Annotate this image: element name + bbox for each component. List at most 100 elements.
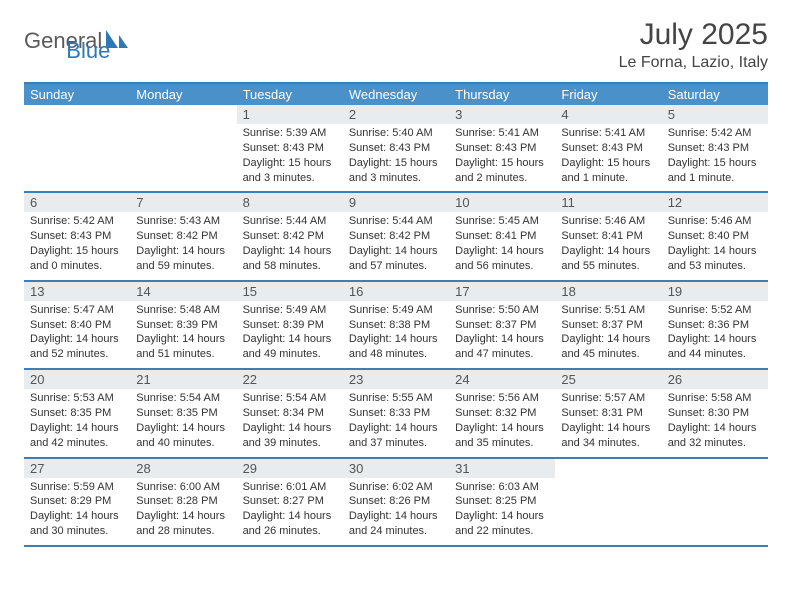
day-cell: 14Sunrise: 5:48 AMSunset: 8:39 PMDayligh… [130,282,236,368]
sunrise-line: Sunrise: 5:47 AM [30,303,124,318]
week-row: 20Sunrise: 5:53 AMSunset: 8:35 PMDayligh… [24,370,768,458]
day-number: 12 [662,193,768,212]
day-cell: 31Sunrise: 6:03 AMSunset: 8:25 PMDayligh… [449,459,555,545]
title-block: July 2025 Le Forna, Lazio, Italy [619,18,768,72]
sunset-line: Sunset: 8:31 PM [561,406,655,421]
sunset-line: Sunset: 8:36 PM [668,318,762,333]
daylight-line: Daylight: 14 hours and 49 minutes. [243,332,337,362]
day-number: 3 [449,105,555,124]
day-cell: 5Sunrise: 5:42 AMSunset: 8:43 PMDaylight… [662,105,768,191]
day-cell: 21Sunrise: 5:54 AMSunset: 8:35 PMDayligh… [130,370,236,456]
daylight-line: Daylight: 14 hours and 22 minutes. [455,509,549,539]
daylight-line: Daylight: 15 hours and 0 minutes. [30,244,124,274]
sunrise-line: Sunrise: 6:02 AM [349,480,443,495]
daylight-line: Daylight: 14 hours and 42 minutes. [30,421,124,451]
sunrise-line: Sunrise: 5:51 AM [561,303,655,318]
sunset-line: Sunset: 8:43 PM [243,141,337,156]
sunrise-line: Sunrise: 6:01 AM [243,480,337,495]
daylight-line: Daylight: 14 hours and 53 minutes. [668,244,762,274]
sunset-line: Sunset: 8:43 PM [30,229,124,244]
sunset-line: Sunset: 8:27 PM [243,494,337,509]
day-cell: 26Sunrise: 5:58 AMSunset: 8:30 PMDayligh… [662,370,768,456]
daylight-line: Daylight: 14 hours and 30 minutes. [30,509,124,539]
day-body: Sunrise: 5:51 AMSunset: 8:37 PMDaylight:… [555,301,661,368]
sunset-line: Sunset: 8:41 PM [455,229,549,244]
day-number: 13 [24,282,130,301]
sunset-line: Sunset: 8:42 PM [243,229,337,244]
day-cell: . [662,459,768,545]
day-body: Sunrise: 5:54 AMSunset: 8:35 PMDaylight:… [130,389,236,456]
day-cell: 2Sunrise: 5:40 AMSunset: 8:43 PMDaylight… [343,105,449,191]
day-cell: 25Sunrise: 5:57 AMSunset: 8:31 PMDayligh… [555,370,661,456]
sunrise-line: Sunrise: 5:50 AM [455,303,549,318]
day-body: Sunrise: 5:49 AMSunset: 8:38 PMDaylight:… [343,301,449,368]
day-number: 26 [662,370,768,389]
day-cell: 7Sunrise: 5:43 AMSunset: 8:42 PMDaylight… [130,193,236,279]
day-number: 20 [24,370,130,389]
day-cell: 23Sunrise: 5:55 AMSunset: 8:33 PMDayligh… [343,370,449,456]
day-cell: 10Sunrise: 5:45 AMSunset: 8:41 PMDayligh… [449,193,555,279]
daylight-line: Daylight: 15 hours and 3 minutes. [243,156,337,186]
sunset-line: Sunset: 8:30 PM [668,406,762,421]
day-body: Sunrise: 5:44 AMSunset: 8:42 PMDaylight:… [237,212,343,279]
day-body: Sunrise: 5:43 AMSunset: 8:42 PMDaylight:… [130,212,236,279]
sunrise-line: Sunrise: 5:42 AM [30,214,124,229]
day-cell: 18Sunrise: 5:51 AMSunset: 8:37 PMDayligh… [555,282,661,368]
sunrise-line: Sunrise: 5:40 AM [349,126,443,141]
day-cell: 30Sunrise: 6:02 AMSunset: 8:26 PMDayligh… [343,459,449,545]
daylight-line: Daylight: 14 hours and 48 minutes. [349,332,443,362]
week-row: 27Sunrise: 5:59 AMSunset: 8:29 PMDayligh… [24,459,768,547]
day-cell: 16Sunrise: 5:49 AMSunset: 8:38 PMDayligh… [343,282,449,368]
day-body: Sunrise: 5:40 AMSunset: 8:43 PMDaylight:… [343,124,449,191]
daylight-line: Daylight: 15 hours and 2 minutes. [455,156,549,186]
day-number: 22 [237,370,343,389]
sunrise-line: Sunrise: 5:53 AM [30,391,124,406]
sunset-line: Sunset: 8:34 PM [243,406,337,421]
daylight-line: Daylight: 14 hours and 40 minutes. [136,421,230,451]
sunrise-line: Sunrise: 5:49 AM [349,303,443,318]
day-number: 16 [343,282,449,301]
day-number: 30 [343,459,449,478]
sunset-line: Sunset: 8:37 PM [455,318,549,333]
sunrise-line: Sunrise: 5:56 AM [455,391,549,406]
day-body: Sunrise: 5:49 AMSunset: 8:39 PMDaylight:… [237,301,343,368]
day-number: 2 [343,105,449,124]
day-body: Sunrise: 5:59 AMSunset: 8:29 PMDaylight:… [24,478,130,545]
daylight-line: Daylight: 14 hours and 45 minutes. [561,332,655,362]
sunrise-line: Sunrise: 5:48 AM [136,303,230,318]
sunrise-line: Sunrise: 5:58 AM [668,391,762,406]
day-number: 5 [662,105,768,124]
sunrise-line: Sunrise: 5:55 AM [349,391,443,406]
day-number: 21 [130,370,236,389]
sunset-line: Sunset: 8:41 PM [561,229,655,244]
sunset-line: Sunset: 8:26 PM [349,494,443,509]
day-number: 8 [237,193,343,212]
day-cell: 6Sunrise: 5:42 AMSunset: 8:43 PMDaylight… [24,193,130,279]
sunrise-line: Sunrise: 5:52 AM [668,303,762,318]
day-cell: 13Sunrise: 5:47 AMSunset: 8:40 PMDayligh… [24,282,130,368]
day-number: 11 [555,193,661,212]
dow-cell: Saturday [662,84,768,105]
month-title: July 2025 [619,18,768,52]
sunset-line: Sunset: 8:33 PM [349,406,443,421]
day-body: Sunrise: 5:42 AMSunset: 8:43 PMDaylight:… [24,212,130,279]
daylight-line: Daylight: 14 hours and 28 minutes. [136,509,230,539]
day-cell: 22Sunrise: 5:54 AMSunset: 8:34 PMDayligh… [237,370,343,456]
sunset-line: Sunset: 8:35 PM [136,406,230,421]
sunset-line: Sunset: 8:32 PM [455,406,549,421]
sunrise-line: Sunrise: 5:49 AM [243,303,337,318]
dow-cell: Sunday [24,84,130,105]
daylight-line: Daylight: 14 hours and 34 minutes. [561,421,655,451]
brand-name-b: Blue [66,38,110,63]
daylight-line: Daylight: 14 hours and 57 minutes. [349,244,443,274]
day-number: 25 [555,370,661,389]
day-cell: . [24,105,130,191]
day-number: 24 [449,370,555,389]
sunset-line: Sunset: 8:42 PM [349,229,443,244]
sunset-line: Sunset: 8:37 PM [561,318,655,333]
day-cell: 17Sunrise: 5:50 AMSunset: 8:37 PMDayligh… [449,282,555,368]
sunrise-line: Sunrise: 6:03 AM [455,480,549,495]
day-number: 9 [343,193,449,212]
sunrise-line: Sunrise: 5:44 AM [349,214,443,229]
sunset-line: Sunset: 8:40 PM [668,229,762,244]
